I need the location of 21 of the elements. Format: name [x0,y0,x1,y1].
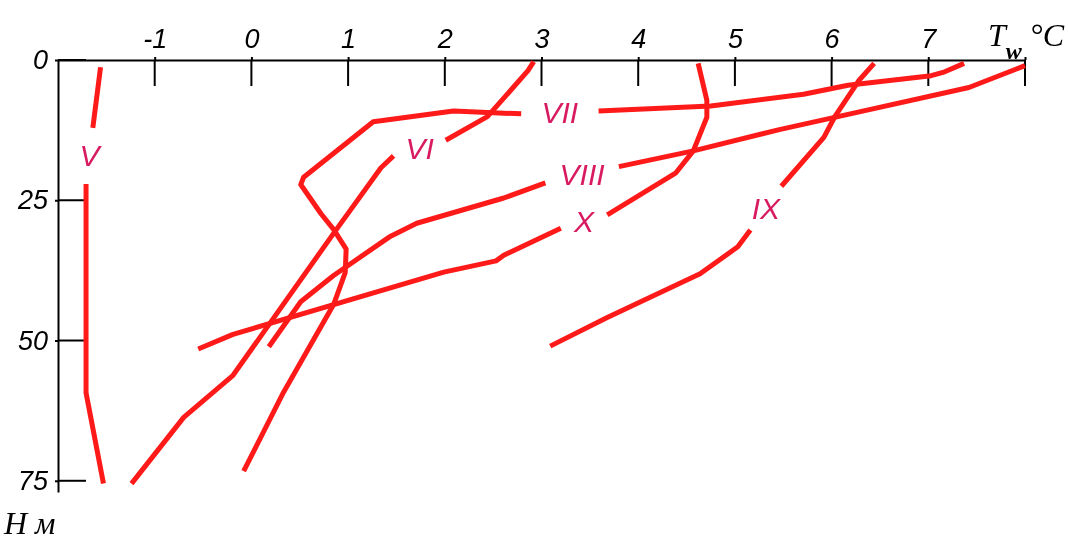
series-label: VII [541,95,579,129]
x-tick-label: 1 [341,24,357,54]
series-label: VI [405,131,434,165]
x-tick-label: -1 [143,24,168,54]
y-tick-label: 0 [32,45,48,76]
x-tick-label: 6 [824,24,841,54]
y-axis-title: Н м [3,505,56,541]
series-label: IX [751,191,781,225]
x-axis-title: T$_{w}$ °C [988,17,1065,64]
x-tick-label: 5 [727,24,744,54]
y-tick-label: 50 [17,325,48,356]
x-tick-label: 0 [244,24,260,54]
x-tick-label: 3 [534,24,550,54]
x-tick-label: 7 [921,24,938,54]
x-tick-label: 4 [631,24,647,54]
series-label: V [79,139,103,173]
series-label: VIII [559,158,605,192]
x-tick-label: 2 [436,24,453,54]
y-tick-label: 75 [17,465,49,496]
y-tick-label: 25 [16,185,49,216]
series-label: X [573,205,596,239]
